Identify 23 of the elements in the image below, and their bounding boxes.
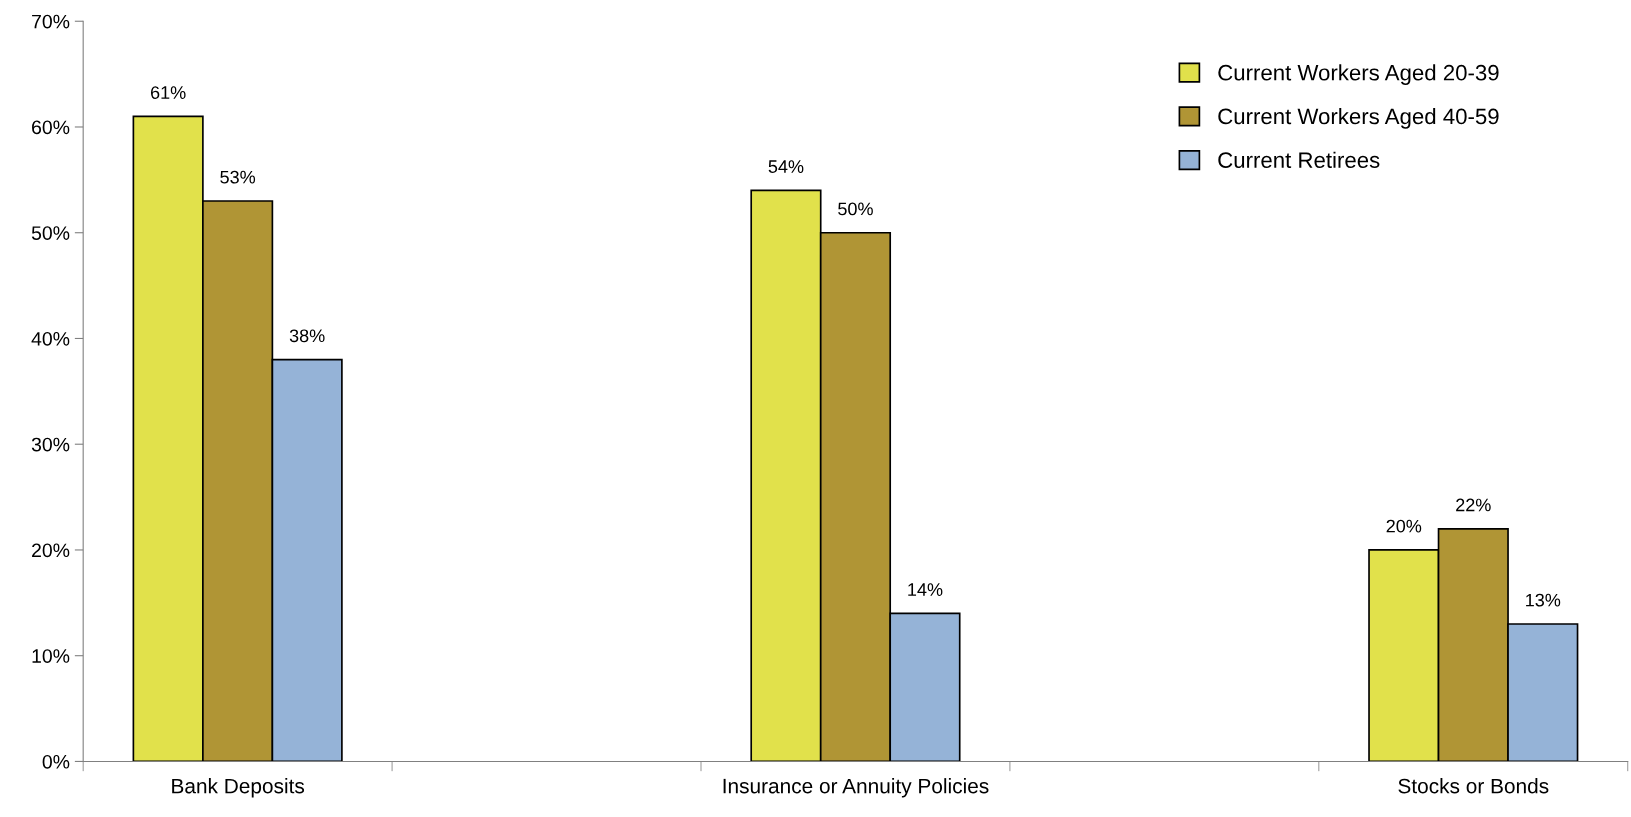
data-label: 61% bbox=[150, 86, 186, 99]
data-label: 53% bbox=[220, 170, 256, 184]
y-tick-label: 70% bbox=[32, 14, 70, 29]
x-tick-label: Stocks or Bonds bbox=[1398, 778, 1549, 794]
y-tick-label: 20% bbox=[32, 543, 70, 558]
data-label: 14% bbox=[908, 583, 943, 596]
data-label: 54% bbox=[768, 160, 804, 173]
y-tick-label: 0% bbox=[42, 754, 70, 769]
data-label: 13% bbox=[1526, 593, 1561, 607]
x-tick-label: Bank Deposits bbox=[172, 778, 305, 798]
data-label: 20% bbox=[1386, 519, 1422, 533]
legend-label: Current Workers Aged 20-39 bbox=[1218, 64, 1499, 85]
y-tick-label: 40% bbox=[31, 331, 70, 346]
data-label: 38% bbox=[289, 329, 325, 343]
y-tick-label: 50% bbox=[31, 226, 70, 240]
y-tick-label: 10% bbox=[32, 649, 70, 663]
data-label: 50% bbox=[838, 202, 873, 216]
y-tick-label: 30% bbox=[31, 437, 70, 452]
legend-label: Current Retirees bbox=[1218, 151, 1380, 168]
data-label: 22% bbox=[1456, 498, 1491, 512]
x-tick-label: Insurance or Annuity Policies bbox=[723, 778, 989, 798]
legend-label: Current Workers Aged 40-59 bbox=[1218, 107, 1499, 129]
y-tick-label: 60% bbox=[32, 120, 70, 135]
